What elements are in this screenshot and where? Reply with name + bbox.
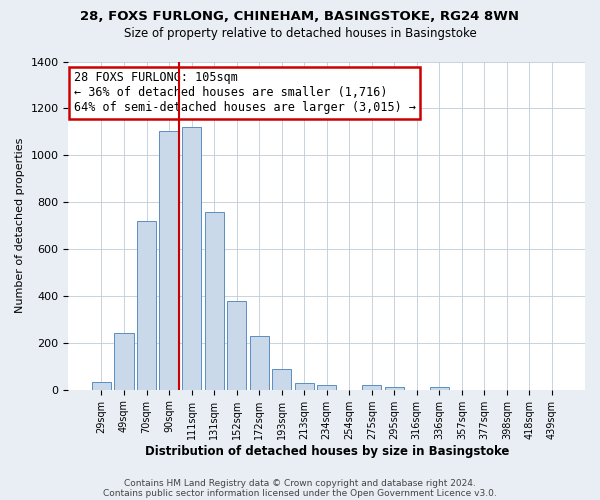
Bar — [92, 382, 111, 390]
Text: Contains public sector information licensed under the Open Government Licence v3: Contains public sector information licen… — [103, 488, 497, 498]
Bar — [182, 127, 201, 390]
Bar — [430, 388, 449, 390]
Bar — [205, 212, 224, 390]
Bar — [160, 130, 179, 390]
Bar — [115, 334, 134, 390]
Text: Size of property relative to detached houses in Basingstoke: Size of property relative to detached ho… — [124, 28, 476, 40]
X-axis label: Distribution of detached houses by size in Basingstoke: Distribution of detached houses by size … — [145, 444, 509, 458]
Text: 28, FOXS FURLONG, CHINEHAM, BASINGSTOKE, RG24 8WN: 28, FOXS FURLONG, CHINEHAM, BASINGSTOKE,… — [80, 10, 520, 23]
Text: Contains HM Land Registry data © Crown copyright and database right 2024.: Contains HM Land Registry data © Crown c… — [124, 478, 476, 488]
Bar — [317, 385, 336, 390]
Bar — [137, 221, 156, 390]
Bar — [227, 300, 246, 390]
Bar — [272, 368, 291, 390]
Bar — [295, 382, 314, 390]
Y-axis label: Number of detached properties: Number of detached properties — [15, 138, 25, 314]
Text: 28 FOXS FURLONG: 105sqm
← 36% of detached houses are smaller (1,716)
64% of semi: 28 FOXS FURLONG: 105sqm ← 36% of detache… — [74, 72, 416, 114]
Bar — [362, 385, 382, 390]
Bar — [250, 336, 269, 390]
Bar — [385, 388, 404, 390]
